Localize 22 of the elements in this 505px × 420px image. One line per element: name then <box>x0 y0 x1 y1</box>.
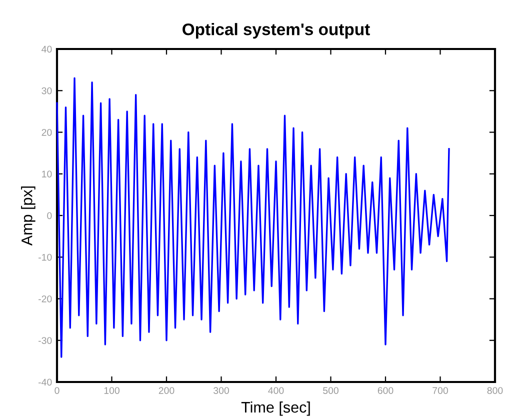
chart-title: Optical system's output <box>182 23 370 39</box>
y-tick-label: -20 <box>38 295 52 302</box>
y-tick-label: 0 <box>47 212 52 220</box>
x-axis-title: Time [sec] <box>241 401 310 416</box>
x-tick-label: 100 <box>104 387 120 394</box>
y-tick-label: 30 <box>42 87 52 94</box>
y-tick-label: 40 <box>42 46 52 53</box>
x-tick-label: 600 <box>378 387 394 394</box>
x-tick-label: 800 <box>487 387 503 394</box>
x-tick-label: 0 <box>54 387 60 394</box>
line-series <box>56 77 450 358</box>
x-tick-label: 300 <box>214 387 229 394</box>
x-tick-label: 500 <box>323 387 338 394</box>
y-axis-title: Amp [px] <box>21 186 36 246</box>
y-tick-label: -10 <box>38 254 52 261</box>
y-tick-label: -30 <box>38 337 52 344</box>
y-tick-label: 20 <box>42 128 52 136</box>
x-tick-label: 200 <box>158 387 174 394</box>
x-tick-label: 400 <box>268 387 284 394</box>
y-tick-label: -40 <box>38 378 52 386</box>
x-tick-label: 700 <box>432 387 448 394</box>
y-tick-label: 10 <box>42 170 52 178</box>
